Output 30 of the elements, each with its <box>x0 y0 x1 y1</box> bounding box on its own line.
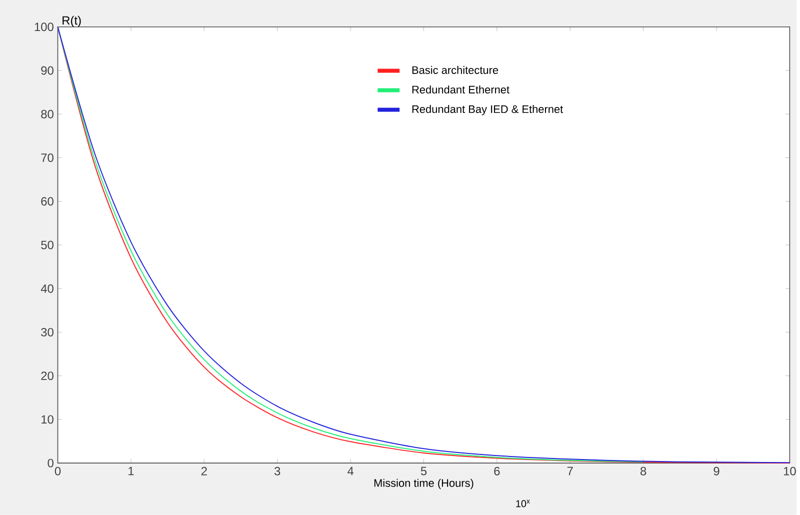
y-tick-label: 40 <box>40 284 54 293</box>
x-tick-label: 1 <box>128 466 134 476</box>
y-tick-label: 30 <box>41 328 54 337</box>
x-tick-label: 2 <box>201 466 207 476</box>
x-tick-label: 6 <box>494 466 500 476</box>
x-tick-label: 8 <box>640 466 646 476</box>
y-tick-label: 50 <box>41 240 54 250</box>
y-tick-label: 80 <box>41 110 54 118</box>
legend-label: Redundant Ethernet <box>412 86 510 94</box>
x-tick-label: 0 <box>54 466 61 476</box>
y-axis-title: R(t) <box>62 16 81 28</box>
text: 10$^{x}$ <box>516 500 530 508</box>
y-tick-label: 20 <box>41 372 54 380</box>
line-series <box>57 26 644 462</box>
x-tick-label: 4 <box>348 466 354 476</box>
y-tick-label: 70 <box>41 154 54 162</box>
x-tick-label: 10 <box>784 466 796 476</box>
y-tick-label: 100 <box>34 22 54 32</box>
x-tick-label: 7 <box>567 466 573 476</box>
x-tick-label: 9 <box>714 466 720 476</box>
x-axis-title: Mission time (Hours) <box>374 478 474 490</box>
legend-label: Basic architecture <box>412 66 498 74</box>
legend-label: Redundant Bay IED & Ethernet <box>412 105 564 116</box>
y-tick-label: 90 <box>41 66 54 75</box>
y-tick-label: 10 <box>42 415 54 424</box>
line-series <box>57 26 790 464</box>
y-tick-label: 60 <box>41 197 54 206</box>
y-tick-label: 0 <box>48 458 54 468</box>
x-tick-label: 5 <box>420 466 427 476</box>
x-tick-label: 3 <box>274 466 280 476</box>
